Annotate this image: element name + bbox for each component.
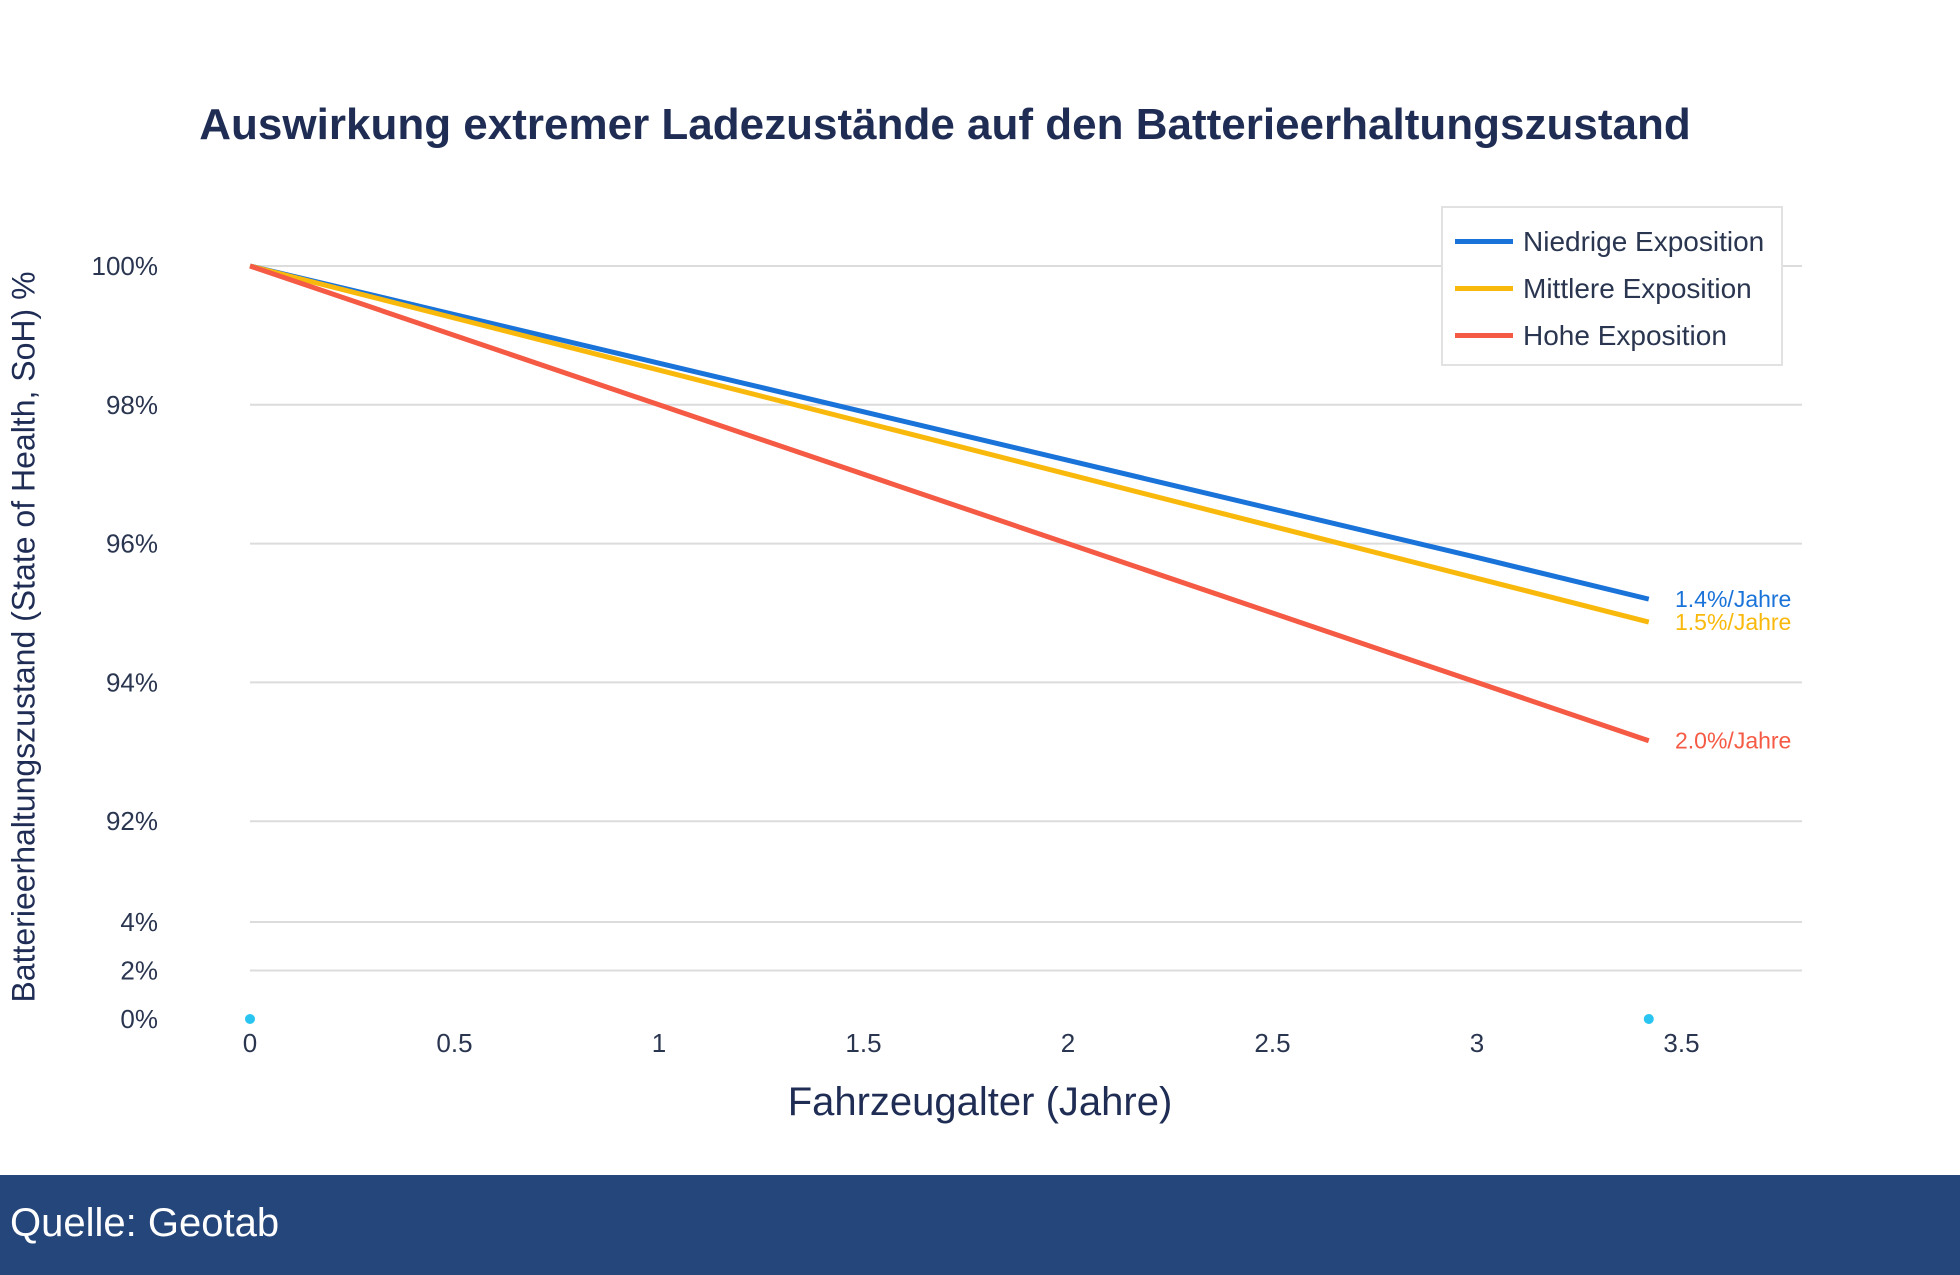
y-axis-label: Batterieerhaltungszustand (State of Heal… — [5, 271, 42, 1003]
source-text: Quelle: Geotab — [10, 1201, 280, 1245]
end-label: 1.5%/Jahre — [1675, 609, 1791, 635]
data-marker — [245, 1014, 255, 1024]
legend-swatch — [1455, 286, 1513, 291]
legend-item-hohe[interactable]: Hohe Exposition — [1443, 312, 1781, 359]
legend-swatch — [1455, 239, 1513, 244]
y-tick-label: 100% — [92, 251, 159, 281]
y-tick-label: 98% — [106, 390, 158, 420]
series-line — [249, 263, 1650, 602]
y-tick-label: 0% — [120, 1004, 158, 1034]
x-axis-label: Fahrzeugalter (Jahre) — [787, 1080, 1173, 1124]
series-line — [249, 263, 1650, 625]
x-tick-label: 2.5 — [1254, 1028, 1290, 1058]
x-tick-label: 2 — [1061, 1028, 1075, 1058]
end-label: 2.0%/Jahre — [1675, 728, 1791, 754]
plot-area: 100% 98% 96% 94% 92% 4% 2% 0% 0 0.5 1 1.5 2 2.5 3 3.5 1.… — [92, 251, 1802, 1058]
x-tick-label: 1.5 — [845, 1028, 881, 1058]
legend-swatch — [1455, 333, 1513, 338]
end-label: 1.4%/Jahre — [1675, 586, 1791, 612]
y-tick-label: 2% — [120, 956, 158, 986]
x-tick-label: 3.5 — [1663, 1028, 1699, 1058]
data-marker — [1643, 1014, 1654, 1024]
legend-item-niedrige[interactable]: Niedrige Exposition — [1443, 218, 1781, 265]
x-tick-label: 0 — [243, 1028, 257, 1058]
legend: Niedrige Exposition Mittlere Exposition … — [1441, 206, 1783, 366]
legend-label: Mittlere Exposition — [1523, 272, 1752, 304]
legend-label: Hohe Exposition — [1523, 319, 1727, 351]
source-footer: Quelle: Geotab — [0, 1175, 1960, 1275]
legend-label: Niedrige Exposition — [1523, 225, 1765, 257]
x-tick-label: 1 — [652, 1028, 666, 1058]
y-tick-label: 4% — [120, 907, 158, 937]
y-tick-label: 94% — [106, 667, 158, 697]
legend-item-mittlere[interactable]: Mittlere Exposition — [1443, 265, 1781, 312]
y-tick-label: 92% — [106, 806, 158, 836]
y-tick-label: 96% — [106, 529, 158, 559]
chart-title: Auswirkung extremer Ladezustände auf den… — [199, 100, 1691, 149]
x-tick-label: 0.5 — [436, 1028, 472, 1058]
x-tick-label: 3 — [1470, 1028, 1484, 1058]
series-line — [249, 263, 1650, 744]
